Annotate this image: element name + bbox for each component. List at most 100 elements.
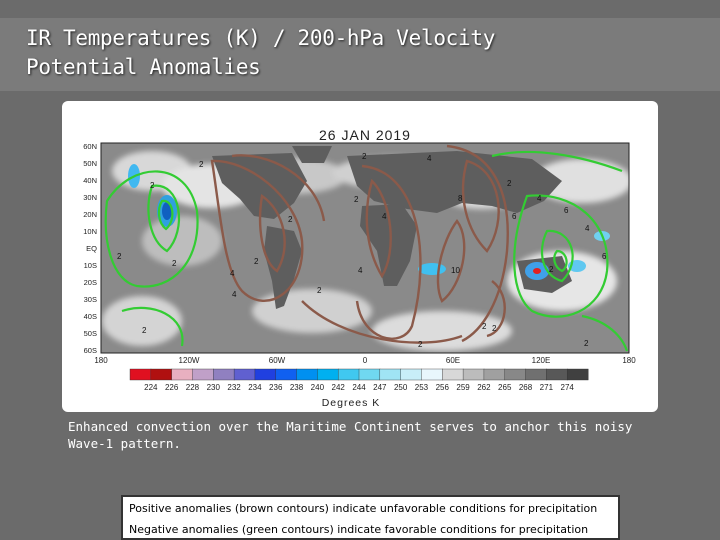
contour-label: 4	[230, 269, 235, 278]
contour-label: 2	[354, 195, 359, 204]
lon-label: 60W	[269, 356, 286, 365]
contour-label: 2	[254, 257, 259, 266]
colorbar-tick: 240	[311, 383, 325, 392]
lat-label: 10N	[83, 227, 97, 236]
colorbar-tick: 253	[415, 383, 429, 392]
contour-label: 2	[549, 265, 554, 274]
slide-title-line2: Potential Anomalies	[26, 55, 261, 79]
contour-label: 6	[512, 212, 517, 221]
contour-label: 2	[584, 339, 589, 348]
colorbar-tick: 232	[227, 383, 241, 392]
contour-label: 4	[358, 266, 363, 275]
lat-label: 10S	[84, 261, 97, 270]
contour-label: 4	[427, 154, 432, 163]
colorbar-ticks: 224 226 228 230 232 234 236 238 240 242 244 247 250 2…	[144, 383, 574, 392]
lat-label: 40S	[84, 312, 97, 321]
contour-label: 2	[288, 215, 293, 224]
colorbar-swatch	[213, 368, 235, 381]
map-area: 2 2 2 4 4 2 8 10 2 6 6 4 2 2 4 4 2 2 2 2	[101, 143, 629, 353]
contour-label: 4	[537, 194, 542, 203]
colorbar-swatch	[317, 368, 339, 381]
lat-label: 40N	[83, 176, 97, 185]
contour-label: 2	[362, 152, 367, 161]
colorbar-swatch	[546, 368, 568, 381]
positive-contours	[210, 144, 509, 344]
slide-title: IR Temperatures (K) / 200-hPa Velocity P…	[26, 24, 546, 82]
colorbar-tick: 234	[248, 383, 262, 392]
colorbar-swatch	[358, 368, 381, 381]
contour-label: 2	[482, 322, 487, 331]
colorbar-swatch	[337, 368, 360, 381]
colorbar-tick: 238	[290, 383, 304, 392]
colorbar-tick: 262	[477, 383, 491, 392]
contour-label: 2	[492, 324, 497, 333]
colorbar-swatch	[192, 368, 214, 381]
contour-label: 4	[232, 290, 237, 299]
lat-label: 50N	[83, 159, 97, 168]
negative-contours	[104, 150, 629, 352]
legend-positive: Positive anomalies (brown contours) indi…	[129, 502, 598, 515]
colorbar-swatch	[421, 368, 443, 381]
colorbar-tick: 256	[436, 383, 450, 392]
contour-label: 6	[602, 252, 607, 261]
lat-label: 60N	[83, 142, 97, 151]
contour-label: 8	[458, 194, 463, 203]
legend-negative: Negative anomalies (green contours) indi…	[129, 523, 589, 536]
contour-label: 10	[451, 266, 460, 275]
lon-label: 120E	[532, 356, 551, 365]
longitude-labels: 180 120W 60W 0 60E 120E 180	[94, 356, 636, 365]
colorbar-tick: 230	[207, 383, 221, 392]
colorbar-swatch	[254, 368, 277, 381]
contour-label: 2	[142, 326, 147, 335]
map-date: 26 JAN 2019	[319, 127, 411, 143]
colorbar-tick: 224	[144, 383, 158, 392]
slide-title-line1: IR Temperatures (K) / 200-hPa Velocity	[26, 26, 496, 50]
colorbar-tick: 265	[498, 383, 512, 392]
lon-label: 120W	[179, 356, 200, 365]
colorbar-swatch	[275, 368, 298, 381]
contour-label: 4	[382, 212, 387, 221]
colorbar-swatch	[400, 368, 422, 381]
colorbar-tick: 242	[332, 383, 346, 392]
colorbar-swatch	[379, 368, 402, 381]
colorbar-swatch	[504, 368, 527, 381]
colorbar-swatch	[129, 368, 152, 381]
colorbar-tick: 226	[165, 383, 179, 392]
lon-label: 180	[94, 356, 108, 365]
title-band	[0, 18, 720, 91]
colorbar-swatch	[566, 368, 589, 381]
colorbar-swatch	[150, 368, 173, 381]
colorbar-swatch	[171, 368, 193, 381]
lat-label: 50S	[84, 329, 97, 338]
contour-label: 6	[564, 206, 569, 215]
map-frame	[100, 142, 630, 354]
colorbar-tick: 236	[269, 383, 283, 392]
colorbar-tick: 274	[561, 383, 575, 392]
contour-labels: 2 2 2 4 4 2 8 10 2 6 6 4 2 2 4 4 2 2 2 2	[117, 152, 607, 349]
lat-label: 20S	[84, 278, 97, 287]
contour-label: 2	[117, 252, 122, 261]
colorbar-tick: 247	[373, 383, 387, 392]
contour-label: 2	[150, 181, 155, 190]
latitude-labels: 60N 50N 40N 30N 20N 10N EQ 10S 20S 30S 40S 50S 60S	[83, 142, 97, 355]
colorbar	[129, 368, 589, 381]
lon-label: 0	[363, 356, 368, 365]
contour-label: 2	[507, 179, 512, 188]
contour-label: 2	[418, 340, 423, 349]
colorbar-swatch	[483, 368, 506, 381]
contour-label: 4	[585, 224, 590, 233]
map-figure: 26 JAN 2019	[62, 101, 658, 412]
colorbar-tick: 244	[352, 383, 366, 392]
colorbar-swatch	[233, 368, 256, 381]
lat-label: 60S	[84, 346, 97, 355]
map-svg: 26 JAN 2019	[83, 127, 636, 409]
colorbar-tick: 250	[394, 383, 408, 392]
colorbar-swatch	[296, 368, 318, 381]
colorbar-title: Degrees K	[322, 397, 381, 409]
contour-label: 2	[199, 160, 204, 169]
lon-label: 60E	[446, 356, 460, 365]
lat-label: EQ	[86, 244, 97, 253]
contour-label: 2	[317, 286, 322, 295]
colorbar-swatch	[462, 368, 485, 381]
contour-legend: Positive anomalies (brown contours) indi…	[121, 495, 620, 540]
